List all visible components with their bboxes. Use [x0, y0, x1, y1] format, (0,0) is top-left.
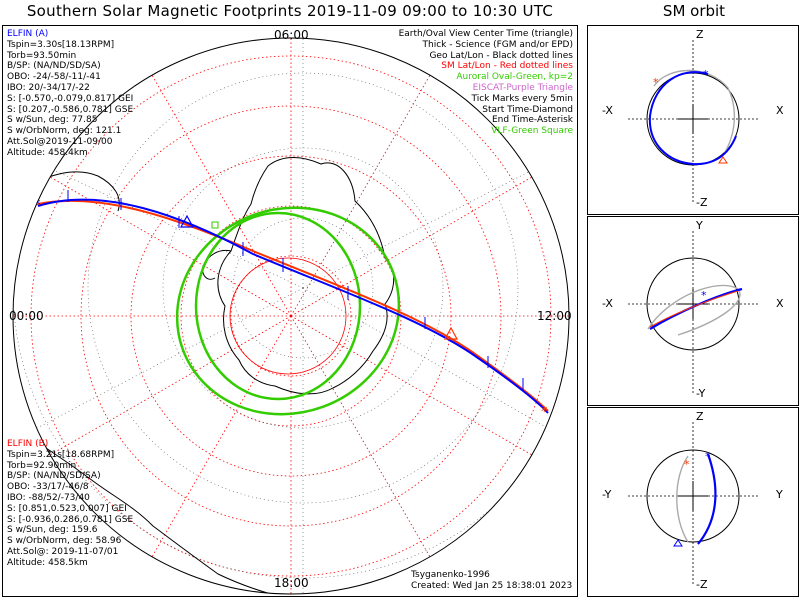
- elfin-a-end-asterisk: *: [34, 198, 41, 213]
- elfin-a-orbit: [697, 453, 717, 545]
- elfin-b-info: ELFIN (B) Tspin=3.21s[18.68RPM] Torb=92.…: [7, 439, 133, 569]
- orbit-a-asterisk: *: [705, 450, 711, 463]
- elfin-a-line: OBO: -24/-58/-11/-41: [7, 72, 101, 83]
- legend: Earth/Oval View Center Time (triangle) T…: [399, 29, 573, 137]
- axis-left: -X: [602, 297, 613, 310]
- axis-top: Z: [696, 28, 704, 41]
- south-america-coastline: [42, 445, 279, 594]
- elfin-b-line: S w/Sun, deg: 159.6: [7, 525, 98, 536]
- axis-right: X: [776, 104, 784, 117]
- legend-item: Geo Lat/Lon - Black dotted lines: [429, 50, 573, 61]
- elfin-b-line: Torb=92.90min: [7, 460, 77, 471]
- axis-top: Y: [696, 219, 703, 232]
- elfin-b-line: IBO: -88/52/-73/40: [7, 492, 90, 503]
- sm-orbit-xz: * *: [628, 40, 758, 202]
- axis-left: -Y: [602, 488, 612, 501]
- elfin-a-line: Torb=93.50min: [7, 50, 77, 61]
- orbit-b-asterisk: *: [653, 76, 659, 89]
- mlt-label-right: 12:00: [537, 309, 572, 323]
- elfin-b-orbit: [653, 69, 736, 155]
- sm-orbit-xy-panel: * Y -Y -X X: [587, 216, 799, 406]
- orbit-a-triangle: [673, 539, 683, 547]
- mlt-label-left: 00:00: [9, 309, 44, 323]
- footprint-map: * *: [12, 37, 570, 595]
- elfin-b-line: Altitude: 458.5km: [7, 557, 88, 568]
- sm-orbit-title: SM orbit: [662, 2, 726, 20]
- axis-bottom: -Z: [696, 196, 708, 209]
- elfin-b-line: OBO: -33/17/-46/8: [7, 482, 89, 493]
- elfin-a-line: S w/Sun, deg: 77.85: [7, 115, 98, 126]
- legend-item: Start Time-Diamond: [482, 104, 573, 115]
- orbit-a-asterisk: *: [701, 289, 707, 302]
- elfin-a-line: Att.Sol@2019-11-09/00: [7, 136, 113, 147]
- sm-orbit-yz: * *: [628, 422, 758, 584]
- model-credit: Tsyganenko-1996: [411, 570, 490, 581]
- credit: Tsyganenko-1996 Created: Wed Jan 25 18:3…: [411, 570, 572, 592]
- elfin-a-orbit: [648, 71, 737, 166]
- sm-pole-circle: [229, 257, 347, 375]
- sm-orbit-xy: *: [628, 231, 758, 393]
- axis-right: Y: [776, 488, 783, 501]
- created-timestamp: Created: Wed Jan 25 18:38:01 2023: [411, 581, 573, 592]
- earth-orbit-circle: [646, 449, 740, 543]
- elfin-a-line: S: [-0.570,-0.079,0.817] GEI: [7, 93, 134, 104]
- axis-left: -X: [602, 104, 613, 117]
- elfin-b-line: Att.Sol@: 2019-11-07/01: [7, 546, 119, 557]
- vlf-green-square: [211, 221, 219, 229]
- legend-item: SM Lat/Lon - Red dotted lines: [441, 61, 573, 72]
- elfin-a-line: IBO: 20/-34/17/-22: [7, 82, 90, 93]
- elfin-a-header: ELFIN (A): [7, 29, 49, 39]
- legend-item: Earth/Oval View Center Time (triangle): [398, 29, 573, 39]
- map-outer-circle: [12, 37, 570, 595]
- elfin-a-line: S w/OrbNorm, deg: 121.1: [7, 126, 122, 137]
- elfin-a-line: S: [0.207,-0.586,0.781] GSE: [7, 104, 134, 115]
- auroral-oval-outer: [194, 211, 362, 401]
- elfin-a-orbit: [649, 287, 743, 330]
- footprint-map-panel: * * 06:00 00:00 12:00 18:00 ELFIN (A) Ts…: [2, 25, 578, 597]
- peninsula-coastline: [202, 249, 232, 280]
- sm-orbit-yz-panel: * * Z -Z -Y Y: [587, 407, 799, 597]
- page-title: Southern Solar Magnetic Footprints 2019-…: [26, 2, 554, 20]
- earth-orbit-circle: [646, 257, 740, 351]
- legend-item: Tick Marks every 5min: [471, 93, 573, 104]
- elfin-b-line: B/SP: (NA/ND/SD/SA): [7, 471, 101, 482]
- elfin-a-line: Altitude: 458.4km: [7, 147, 88, 158]
- legend-item: Thick - Science (FGM and/or EPD): [422, 39, 573, 50]
- orbit-a-asterisk: *: [703, 68, 709, 81]
- legend-item: Auroral Oval-Green, kp=2: [456, 72, 573, 83]
- elfin-a-view-triangle: [179, 214, 195, 228]
- elfin-b-line: S: [0.851,0.523,0.007] GEI: [7, 503, 127, 514]
- axis-bottom: -Z: [696, 578, 708, 591]
- elfin-a-track: [37, 198, 549, 414]
- legend-item: EISCAT-Purple Triangle: [472, 82, 573, 93]
- elfin-b-line: S: [-0.936,0.286,0.781] GSE: [7, 514, 134, 525]
- elfin-b-track: [37, 199, 549, 412]
- legend-item: VLF-Green Square: [491, 126, 573, 137]
- elfin-a-line: B/SP: (NA/ND/SD/SA): [7, 61, 101, 72]
- elfin-a-info: ELFIN (A) Tspin=3.30s[18.13RPM] Torb=93.…: [7, 29, 133, 159]
- auroral-oval-inner: [175, 206, 401, 416]
- axis-right: X: [776, 297, 784, 310]
- geo-lat-grid: [13, 38, 569, 579]
- elfin-b-line: Tspin=3.21s[18.68RPM]: [7, 449, 115, 460]
- elfin-b-line: S w/OrbNorm, deg: 58.96: [7, 536, 122, 547]
- elfin-b-orbit: [676, 455, 689, 543]
- elfin-a-line: Tspin=3.30s[18.13RPM]: [7, 39, 115, 50]
- axis-bottom: -Y: [696, 387, 706, 400]
- mlt-label-bottom: 18:00: [274, 576, 309, 590]
- mlt-label-top: 06:00: [274, 28, 309, 42]
- elfin-b-end-asterisk: *: [541, 405, 548, 420]
- orbit-b-triangle: [718, 156, 728, 164]
- elfin-b-track: [649, 290, 739, 328]
- axis-top: Z: [696, 410, 704, 423]
- elfin-b-view-triangle: [443, 326, 459, 340]
- legend-item: End Time-Asterisk: [491, 115, 573, 126]
- elfin-b-header: ELFIN (B): [7, 439, 49, 449]
- track-ticks: [67, 190, 524, 390]
- sm-orbit-xz-panel: * * Z -Z -X X: [587, 25, 799, 215]
- orbit-b-asterisk: *: [684, 458, 690, 471]
